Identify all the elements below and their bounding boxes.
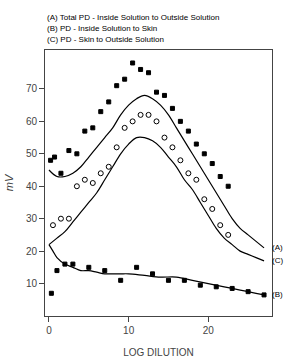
svg-text:(C): (C) bbox=[272, 256, 283, 265]
svg-text:LOG DILUTION: LOG DILUTION bbox=[123, 347, 194, 358]
svg-text:(B) PD - Inside Solution to Sk: (B) PD - Inside Solution to Skin bbox=[47, 24, 157, 33]
svg-text:70: 70 bbox=[26, 83, 38, 94]
svg-text:(A) Total PD - Inside Solution: (A) Total PD - Inside Solution to Outsid… bbox=[47, 13, 219, 22]
svg-text:(B): (B) bbox=[272, 290, 283, 299]
svg-text:(C) PD - Skin to Outside Solut: (C) PD - Skin to Outside Solution bbox=[47, 35, 164, 44]
svg-text:40: 40 bbox=[26, 181, 38, 192]
svg-text:0: 0 bbox=[46, 325, 52, 336]
svg-text:mV: mV bbox=[3, 173, 15, 191]
svg-text:10: 10 bbox=[26, 278, 38, 289]
svg-text:30: 30 bbox=[26, 213, 38, 224]
svg-text:60: 60 bbox=[26, 116, 38, 127]
svg-text:50: 50 bbox=[26, 148, 38, 159]
svg-text:20: 20 bbox=[26, 246, 38, 257]
svg-text:(A): (A) bbox=[272, 243, 283, 252]
svg-text:10: 10 bbox=[123, 325, 135, 336]
svg-text:20: 20 bbox=[203, 325, 215, 336]
